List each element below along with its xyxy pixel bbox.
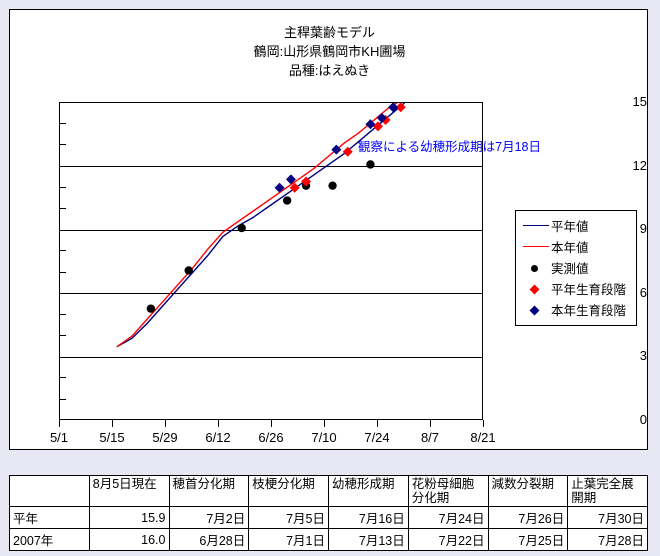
x-tick — [218, 420, 219, 427]
table-cell: 15.9 — [88, 506, 170, 529]
table-row: 2007年 16.0 6月28日 7月1日 7月13日 7月22日 7月25日 … — [9, 528, 648, 551]
x-tick-label-3: 6/12 — [205, 430, 231, 445]
y-tick-label-6: 6 — [639, 285, 647, 300]
x-tick-label-8: 8/21 — [470, 430, 496, 445]
table-cell: 6月28日 — [168, 528, 250, 551]
gridline-9 — [60, 230, 482, 231]
x-tick — [112, 420, 113, 427]
legend-line-icon — [521, 240, 551, 254]
table-row-label: 2007年 — [9, 528, 90, 551]
chart-title-variety: 品種:はえぬき — [288, 63, 371, 78]
table-header-stage-4: 花粉母細胞分化期 — [407, 475, 489, 507]
chart-title-location: 鶴岡:山形県鶴岡市KH圃場 — [253, 44, 406, 59]
y-tick-label-0: 0 — [639, 412, 647, 427]
x-tick-label-6: 7/24 — [364, 430, 390, 445]
chart-panel: 主稈葉齢モデル 鶴岡:山形県鶴岡市KH圃場 品種:はえぬき 15 12 9 6 … — [9, 9, 648, 450]
x-tick — [271, 420, 272, 427]
y-tick-label-3: 3 — [639, 348, 647, 363]
table-cell: 7月16日 — [328, 506, 409, 529]
table-cell: 7月25日 — [487, 528, 569, 551]
legend-diamond-icon — [521, 303, 551, 317]
legend-label: 本年生育段階 — [551, 304, 627, 318]
table-cell: 7月2日 — [168, 506, 250, 529]
table-header-stage-6: 止葉完全展開期 — [567, 475, 648, 507]
x-tick-label-4: 6/26 — [258, 430, 284, 445]
legend-item-honnenchi[interactable]: 本年値 — [521, 236, 631, 257]
table-header-stage-3: 幼穂形成期 — [328, 475, 409, 507]
x-tick — [59, 420, 60, 427]
x-tick — [165, 420, 166, 427]
y-minor-tick — [59, 187, 66, 188]
legend-item-jissokuchi[interactable]: 実測値 — [521, 257, 631, 278]
chart-title-main: 主稈葉齢モデル — [283, 25, 375, 40]
gridline-3 — [60, 357, 482, 358]
table-body: 平年 15.9 7月2日 7月5日 7月16日 7月24日 7月26日 7月30… — [9, 506, 648, 551]
table-header-stage-5: 減数分裂期 — [487, 475, 569, 507]
growth-stage-table: 8月5日現在 穂首分化期 枝梗分化期 幼穂形成期 花粉母細胞分化期 減数分裂期 … — [9, 475, 648, 551]
y-tick-label-15: 15 — [632, 94, 647, 109]
table-cell: 7月1日 — [248, 528, 329, 551]
x-tick — [430, 420, 431, 427]
table-header-stage-2: 枝梗分化期 — [248, 475, 329, 507]
y-minor-tick — [59, 144, 66, 145]
legend-label: 実測値 — [551, 262, 589, 276]
table-cell: 7月5日 — [248, 506, 329, 529]
y-minor-tick — [59, 272, 66, 273]
x-tick-label-2: 5/29 — [152, 430, 178, 445]
plot-series-svg — [116, 103, 406, 348]
gridline-6 — [60, 293, 482, 294]
y-minor-tick — [59, 314, 66, 315]
observation-annotation: 観察による幼穂形成期は7月18日 — [358, 140, 541, 154]
table-cell: 7月28日 — [567, 528, 648, 551]
legend-label: 本年値 — [551, 241, 589, 255]
table-row-label: 平年 — [9, 506, 90, 529]
x-tick-label-1: 5/15 — [99, 430, 125, 445]
x-tick — [324, 420, 325, 427]
y-minor-tick — [59, 399, 66, 400]
x-tick-label-7: 8/7 — [420, 430, 440, 445]
table-header-row: 8月5日現在 穂首分化期 枝梗分化期 幼穂形成期 花粉母細胞分化期 減数分裂期 … — [9, 475, 648, 507]
table-cell: 7月13日 — [328, 528, 409, 551]
x-tick-label-0: 5/1 — [49, 430, 69, 445]
legend-label: 平年生育段階 — [551, 283, 627, 297]
y-tick-label-12: 12 — [632, 158, 647, 173]
x-tick-label-5: 7/10 — [311, 430, 337, 445]
table-cell: 7月26日 — [487, 506, 569, 529]
legend-line-icon — [521, 219, 551, 233]
table-cell: 7月24日 — [407, 506, 489, 529]
plot-area — [59, 102, 483, 420]
table-header-current: 8月5日現在 — [88, 475, 170, 507]
legend-circle-icon — [521, 261, 551, 275]
legend-diamond-icon — [521, 282, 551, 296]
table-cell: 7月22日 — [407, 528, 489, 551]
y-minor-tick — [59, 335, 66, 336]
y-minor-tick — [59, 208, 66, 209]
table-header-stage-1: 穂首分化期 — [168, 475, 250, 507]
chart-title-block: 主稈葉齢モデル 鶴岡:山形県鶴岡市KH圃場 品種:はえぬき — [10, 23, 649, 80]
table-cell: 7月30日 — [567, 506, 648, 529]
legend-item-honnen-seiiku[interactable]: 本年生育段階 — [521, 299, 631, 320]
y-minor-tick — [59, 250, 66, 251]
legend-item-heinen-seiiku[interactable]: 平年生育段階 — [521, 278, 631, 299]
chart-legend: 平年値 本年値 実測値 平年生育段階 本年生育段階 — [515, 210, 637, 326]
gridline-12 — [60, 166, 482, 167]
legend-label: 平年値 — [551, 220, 589, 234]
y-tick-label-9: 9 — [639, 221, 647, 236]
table-header-corner — [9, 475, 90, 507]
table-header: 8月5日現在 穂首分化期 枝梗分化期 幼穂形成期 花粉母細胞分化期 減数分裂期 … — [9, 475, 648, 507]
x-tick — [483, 420, 484, 427]
table-cell: 16.0 — [88, 528, 170, 551]
x-tick — [377, 420, 378, 427]
y-minor-tick — [59, 377, 66, 378]
table-row: 平年 15.9 7月2日 7月5日 7月16日 7月24日 7月26日 7月30… — [9, 506, 648, 529]
legend-item-heinenchi[interactable]: 平年値 — [521, 215, 631, 236]
y-minor-tick — [59, 123, 66, 124]
